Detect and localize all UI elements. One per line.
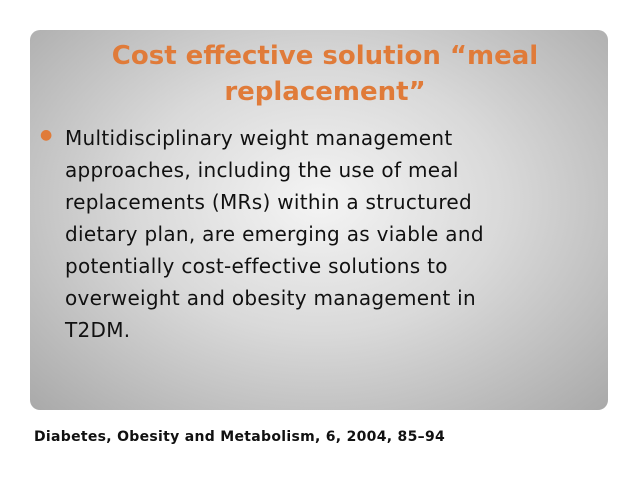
bullet: ● [40,127,53,143]
content-panel [30,30,608,410]
slide-title: Cost effective solution “meal replacement… [30,38,620,110]
text-line: approaches, including the use of meal [65,158,459,182]
text-line: overweight and obesity management in [65,286,476,310]
text-line: Multidisciplinary weight management [65,126,453,150]
text-line: replacements (MRs) within a structured [65,190,473,214]
title-line: replacement” [224,77,426,107]
citation: Diabetes, Obesity and Metabolism, 6, 200… [34,429,446,445]
text-line: T2DM. [65,318,131,342]
title-line: Cost effective solution “meal [111,41,539,71]
text-line: dietary plan, are emerging as viable and [65,222,484,246]
text-line: potentially cost-effective solutions to [65,254,448,278]
bullet-text: Multidisciplinary weight management appro… [65,122,484,346]
